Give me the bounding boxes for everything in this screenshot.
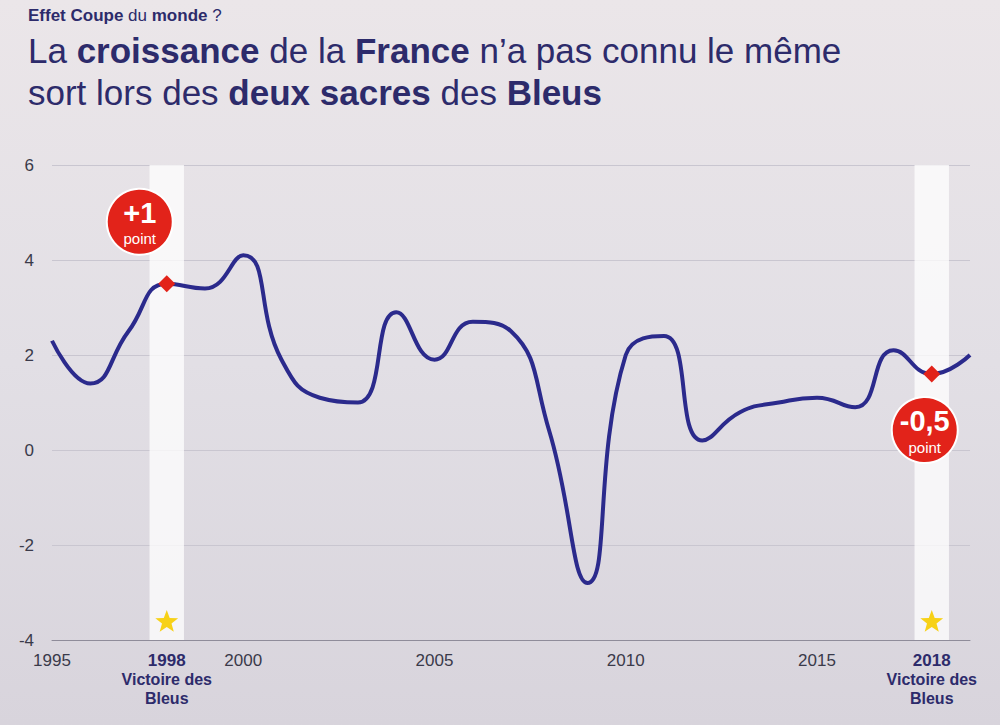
svg-text:2015: 2015 (798, 651, 836, 670)
svg-text:Bleus: Bleus (145, 690, 189, 707)
svg-text:6: 6 (25, 156, 34, 175)
svg-text:4: 4 (25, 251, 34, 270)
svg-text:0: 0 (25, 441, 34, 460)
svg-text:1995: 1995 (33, 651, 71, 670)
html-text:Effet Coupe du monde?: Effet Coupe du monde? (28, 6, 222, 25)
svg-text:point: point (908, 439, 941, 456)
svg-text:-0,5: -0,5 (900, 405, 950, 437)
svg-text:Victoire des: Victoire des (887, 671, 978, 688)
svg-text:2018: 2018 (913, 651, 951, 670)
svg-text:Victoire des: Victoire des (122, 671, 213, 688)
svg-text:1998: 1998 (148, 651, 186, 670)
svg-text:-4: -4 (19, 631, 34, 650)
svg-text:2010: 2010 (607, 651, 645, 670)
svg-text:-2: -2 (19, 536, 34, 555)
svg-text:2005: 2005 (416, 651, 454, 670)
svg-text:2000: 2000 (224, 651, 262, 670)
svg-text:+1: +1 (123, 197, 156, 229)
svg-text:Bleus: Bleus (910, 690, 954, 707)
svg-text:2: 2 (25, 346, 34, 365)
html-text:La croissance de la France n’a: La croissance de la France n’a pas connu… (28, 31, 842, 112)
svg-text:point: point (123, 230, 156, 247)
